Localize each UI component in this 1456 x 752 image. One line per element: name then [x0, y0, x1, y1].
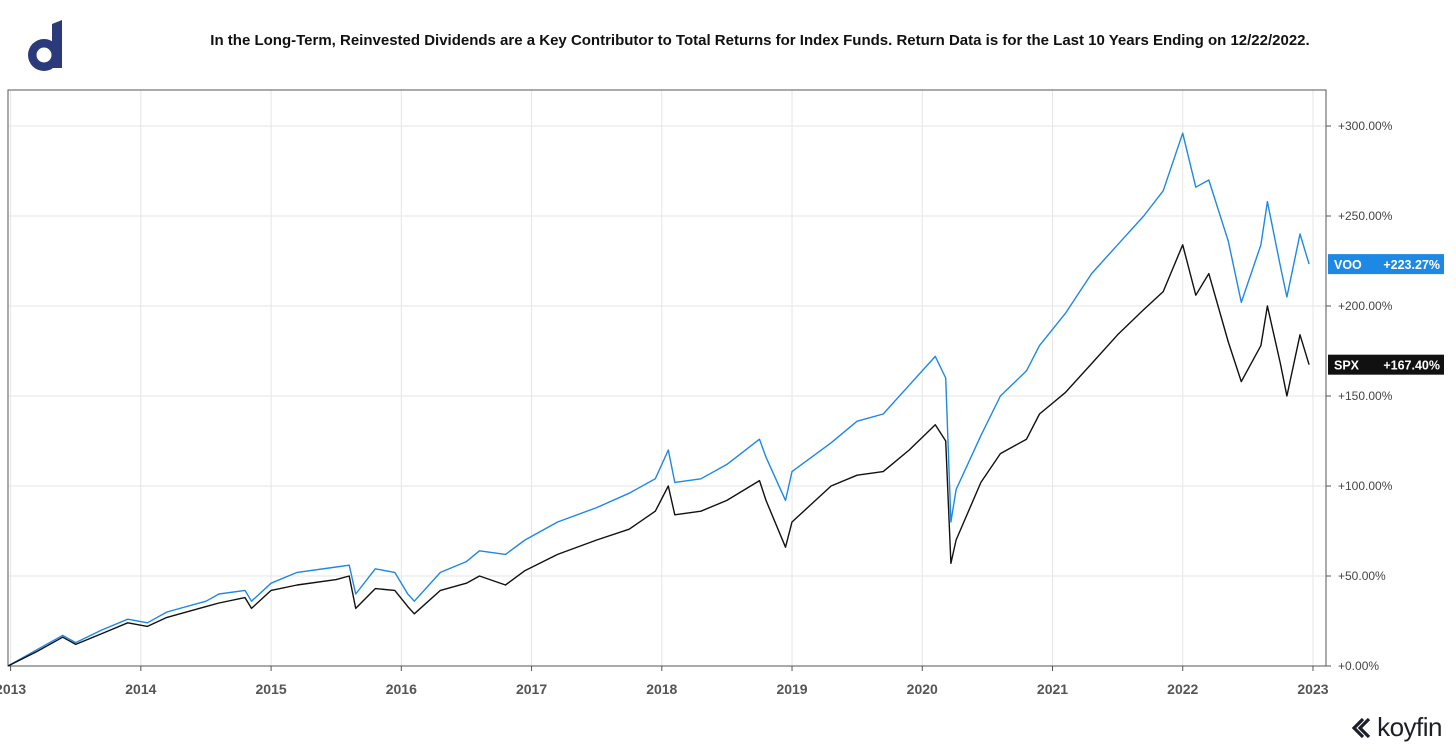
plot-frame [7, 89, 1327, 667]
series-value-label: +223.27% [1383, 258, 1440, 272]
series-value-label: +167.40% [1383, 359, 1440, 373]
d-logo-icon [28, 20, 62, 76]
x-tick-label: 2021 [1037, 681, 1068, 697]
x-tick-label: 2016 [386, 681, 417, 697]
value-tag-spx [1328, 354, 1444, 375]
x-tick-label: 2015 [256, 681, 287, 697]
koyfin-brand: koyfin [1349, 712, 1442, 743]
koyfin-logo-icon [1351, 717, 1371, 738]
x-tick-label: 2013 [0, 681, 26, 697]
series-name-label: SPX [1334, 359, 1360, 373]
koyfin-label: koyfin [1377, 712, 1442, 742]
y-tick-label: +300.00% [1338, 119, 1393, 133]
y-tick-label: +50.00% [1338, 569, 1386, 583]
chart-title: In the Long-Term, Reinvested Dividends a… [210, 32, 1310, 49]
series-line-spx [7, 244, 1310, 667]
y-tick-label: +250.00% [1338, 209, 1393, 223]
x-tick-label: 2023 [1297, 681, 1328, 697]
x-tick-label: 2022 [1167, 681, 1198, 697]
value-tag-voo [1328, 254, 1444, 275]
y-tick-label: +200.00% [1338, 299, 1393, 313]
x-tick-label: 2017 [516, 681, 547, 697]
y-tick-label: +150.00% [1338, 389, 1393, 403]
x-tick-label: 2014 [125, 681, 156, 697]
y-tick-label: +0.00% [1338, 659, 1379, 673]
series-name-label: VOO [1334, 258, 1362, 272]
y-tick-label: +100.00% [1338, 479, 1393, 493]
series-line-voo [7, 132, 1310, 667]
x-tick-label: 2020 [907, 681, 938, 697]
x-tick-label: 2018 [646, 681, 677, 697]
x-tick-label: 2019 [776, 681, 807, 697]
